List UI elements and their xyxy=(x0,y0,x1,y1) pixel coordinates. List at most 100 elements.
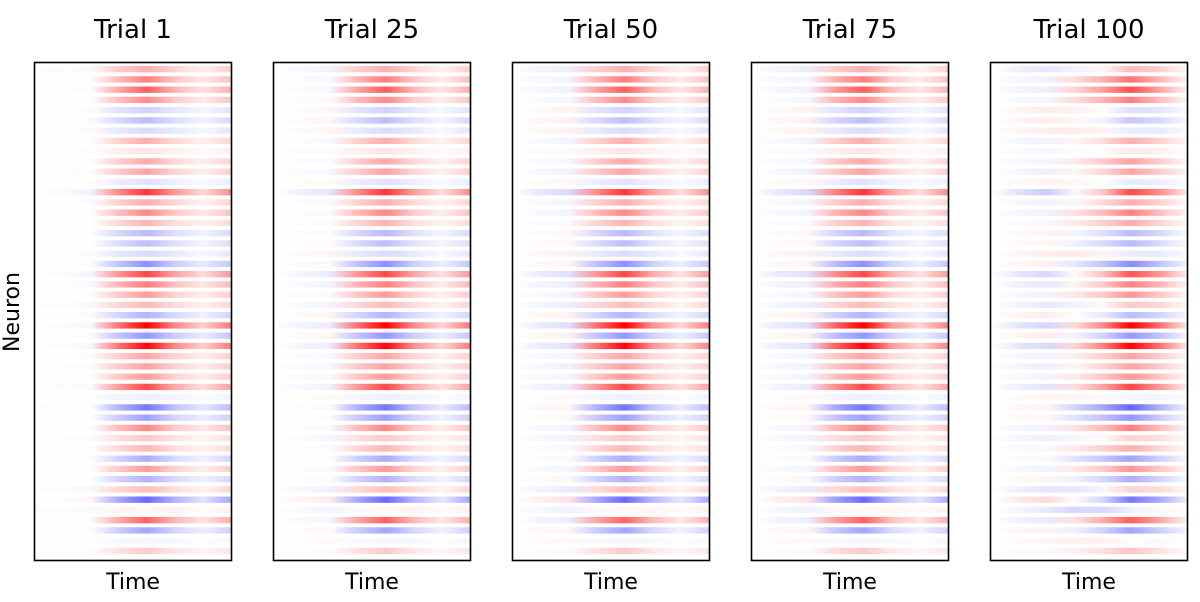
panel-title: Trial 25 xyxy=(324,15,419,45)
neuron-row xyxy=(274,506,470,514)
x-axis-label: Time xyxy=(1061,570,1116,595)
neuron-row xyxy=(513,199,709,206)
neuron-row xyxy=(274,76,470,83)
neuron-row xyxy=(35,76,231,83)
neuron-row xyxy=(752,506,948,514)
neuron-row xyxy=(513,332,709,339)
neuron-row xyxy=(991,107,1187,114)
figure-ylabel: Neuron xyxy=(0,272,25,352)
neuron-row xyxy=(274,117,470,124)
neuron-row xyxy=(35,271,231,278)
neuron-row xyxy=(274,230,470,237)
plot-frame xyxy=(750,61,950,562)
neuron-row xyxy=(513,506,709,514)
neuron-row xyxy=(991,137,1187,145)
panel-title: Trial 75 xyxy=(802,15,897,45)
neuron-row xyxy=(991,363,1187,370)
neuron-row xyxy=(991,527,1187,534)
neuron-row xyxy=(35,455,231,462)
neuron-row xyxy=(274,199,470,206)
neuron-row xyxy=(752,394,948,401)
neuron-row xyxy=(752,301,948,309)
neuron-row xyxy=(35,496,231,503)
neuron-row xyxy=(274,322,470,329)
heatmap-plot-area xyxy=(990,62,1188,561)
neuron-row xyxy=(274,342,470,350)
neuron-row xyxy=(991,332,1187,339)
neuron-row xyxy=(991,537,1187,544)
neuron-row xyxy=(513,435,709,442)
neuron-row xyxy=(35,537,231,544)
neuron-row xyxy=(35,414,231,421)
neuron-row xyxy=(274,137,470,145)
neuron-row xyxy=(35,281,231,288)
neuron-row xyxy=(274,455,470,462)
neuron-row xyxy=(752,404,948,411)
neuron-row xyxy=(752,66,948,73)
neuron-row xyxy=(752,527,948,534)
neuron-row xyxy=(35,342,231,350)
neuron-row xyxy=(274,517,470,524)
neuron-row xyxy=(991,127,1187,134)
neuron-row xyxy=(35,168,231,175)
neuron-row xyxy=(513,414,709,421)
neuron-row xyxy=(752,373,948,380)
neuron-row xyxy=(513,373,709,380)
neuron-row xyxy=(35,219,231,227)
neuron-row xyxy=(35,394,231,401)
neuron-row xyxy=(752,547,948,555)
neuron-row xyxy=(513,107,709,114)
neuron-row xyxy=(35,363,231,370)
neuron-row xyxy=(274,332,470,339)
neuron-row xyxy=(35,107,231,114)
neuron-row xyxy=(274,240,470,247)
neuron-row xyxy=(35,291,231,298)
neuron-row xyxy=(991,158,1187,165)
neuron-row xyxy=(274,394,470,401)
neuron-row xyxy=(752,260,948,268)
neuron-row xyxy=(513,281,709,288)
neuron-row xyxy=(274,107,470,114)
neuron-row xyxy=(274,496,470,503)
neuron-row xyxy=(35,312,231,319)
heatmap-plot-area xyxy=(512,62,710,561)
neuron-row xyxy=(274,404,470,411)
neuron-row xyxy=(35,506,231,514)
neuron-row xyxy=(274,312,470,319)
neuron-row xyxy=(991,168,1187,175)
neuron-row xyxy=(752,209,948,216)
neuron-row xyxy=(991,209,1187,216)
neuron-row xyxy=(991,66,1187,73)
neuron-row xyxy=(513,250,709,257)
neuron-row xyxy=(35,148,231,155)
neuron-row xyxy=(35,322,231,329)
neuron-row xyxy=(991,353,1187,360)
plot-frame xyxy=(272,61,472,562)
neuron-row xyxy=(513,486,709,493)
neuron-row xyxy=(752,199,948,206)
neuron-row xyxy=(274,291,470,298)
neuron-row xyxy=(35,240,231,247)
neuron-row xyxy=(752,127,948,134)
heatmap-panel: Trial 50 Time xyxy=(511,15,711,595)
heatmap-plot-area xyxy=(34,62,232,561)
neuron-row xyxy=(752,445,948,452)
neuron-row xyxy=(35,199,231,206)
neuron-row xyxy=(35,424,231,432)
neuron-row xyxy=(991,506,1187,514)
plot-frame xyxy=(33,61,233,562)
neuron-row xyxy=(513,158,709,165)
neuron-row xyxy=(274,250,470,257)
neuron-row xyxy=(35,404,231,411)
neuron-row xyxy=(991,445,1187,452)
neuron-row xyxy=(35,517,231,524)
neuron-row xyxy=(752,414,948,421)
neuron-row xyxy=(991,117,1187,124)
neuron-row xyxy=(35,527,231,534)
neuron-row xyxy=(752,517,948,524)
neuron-row xyxy=(274,209,470,216)
neuron-row xyxy=(752,168,948,175)
neuron-row xyxy=(513,445,709,452)
